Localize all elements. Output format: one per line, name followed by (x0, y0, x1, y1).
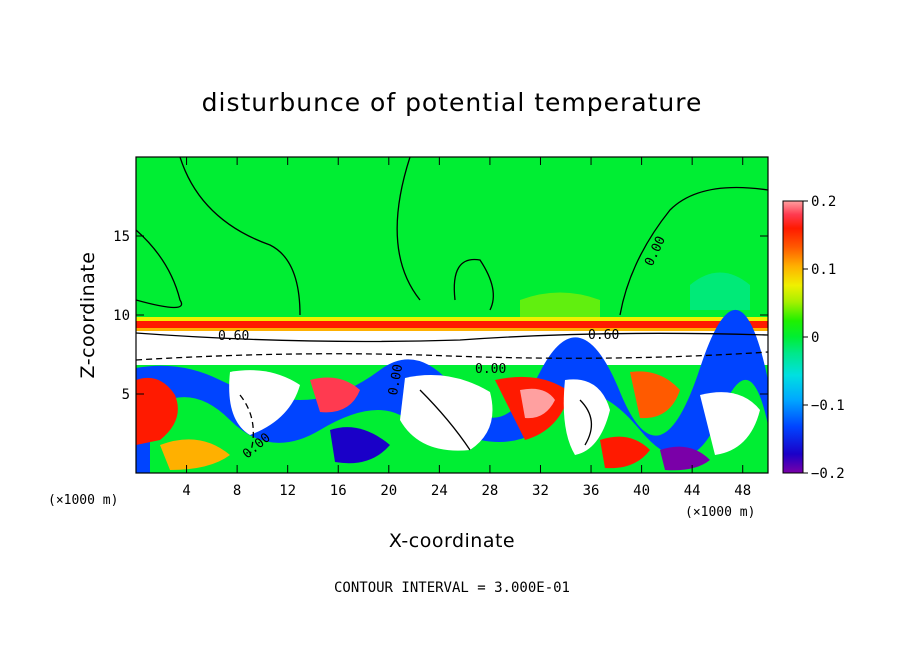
contour-lines (136, 157, 768, 456)
x-axis-label: X-coordinate (389, 530, 515, 552)
contour-label: 0.00 (475, 362, 506, 377)
x-tick-label: 32 (532, 483, 549, 499)
chart-title: disturbunce of potential temperature (202, 88, 703, 117)
x-tick-label: 48 (734, 483, 751, 499)
y-tick-label: 10 (113, 308, 130, 324)
colorbar-tick-label: −0.2 (811, 466, 845, 482)
x-tick-label: 8 (233, 483, 241, 499)
colorbar (782, 200, 804, 474)
x-tick-label: 44 (684, 483, 701, 499)
x-tick-label: 4 (182, 483, 190, 499)
contour-label: 0.00 (386, 363, 406, 396)
contour-label: 0.60 (218, 329, 249, 344)
warm-band (136, 321, 768, 328)
x-tick-label: 16 (330, 483, 347, 499)
x-tick-label: 28 (481, 483, 498, 499)
contour-label: 0.60 (588, 328, 619, 343)
y-axis-label: Z-coordinate (77, 252, 99, 379)
y-tick-label: 15 (113, 229, 130, 245)
upper-cyan-patch (690, 272, 750, 310)
x-tick-label: 20 (380, 483, 397, 499)
colorbar-tick-label: 0 (811, 330, 819, 346)
upper-light-patch (520, 292, 600, 318)
neutral-band (136, 331, 768, 367)
x-tick-label: 40 (633, 483, 650, 499)
upper-field (136, 157, 768, 327)
x-tick-label: 36 (583, 483, 600, 499)
colorbar-ticks: 0.2 0.1 0 −0.1 −0.2 (803, 194, 845, 482)
x-axis-origin-unit: (×1000 m) (48, 493, 118, 508)
colorbar-tick-label: 0.1 (811, 262, 836, 278)
colorbar-tick-label: 0.2 (811, 194, 836, 210)
x-tick-label: 24 (431, 483, 448, 499)
y-tick-label: 5 (122, 387, 130, 403)
y-axis: 5 10 15 (113, 229, 768, 403)
x-tick-label: 12 (279, 483, 296, 499)
x-axis-end-unit: (×1000 m) (685, 505, 755, 520)
lower-turbulent-layer (136, 309, 768, 473)
contour-interval-note: CONTOUR INTERVAL = 3.000E-01 (334, 580, 570, 596)
x-axis: 4 8 12 16 20 24 28 32 36 40 44 48 (182, 157, 751, 499)
contour-field (136, 157, 768, 473)
colorbar-tick-label: −0.1 (811, 398, 845, 414)
